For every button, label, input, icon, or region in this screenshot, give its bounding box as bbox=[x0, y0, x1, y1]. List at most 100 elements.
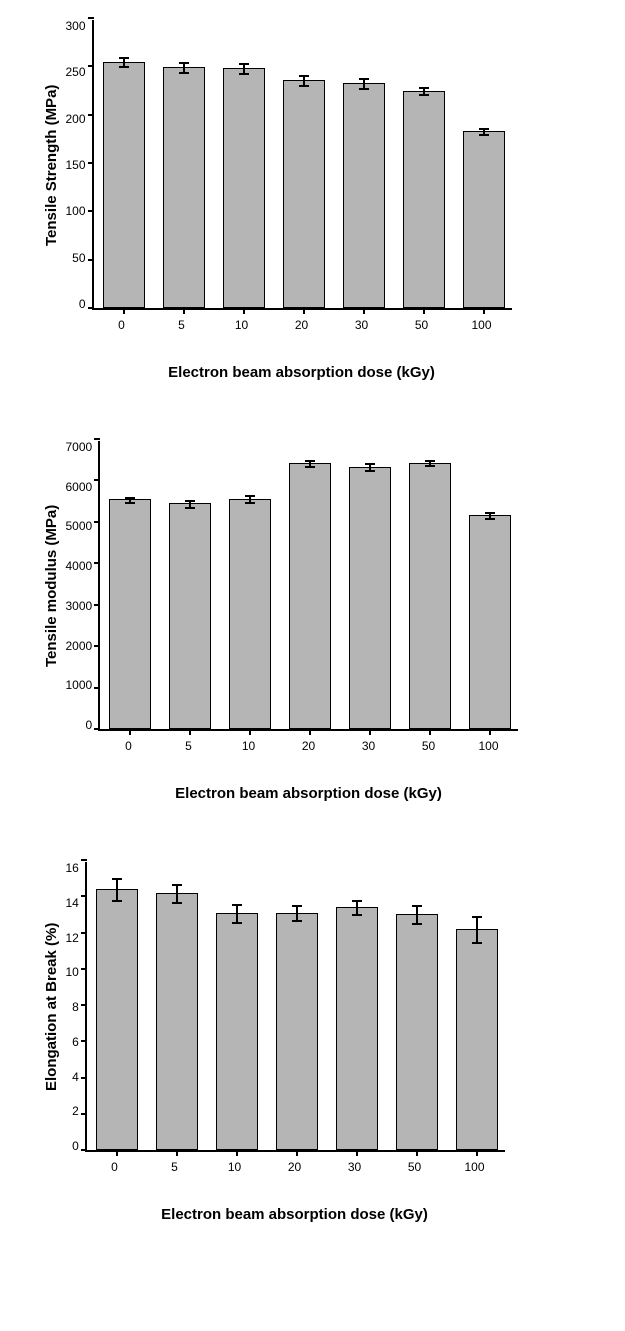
y-tick-mark bbox=[94, 687, 100, 689]
y-tick-label: 250 bbox=[66, 66, 86, 78]
bar bbox=[96, 889, 138, 1150]
error-bar bbox=[303, 76, 305, 86]
y-tick-label: 100 bbox=[66, 205, 86, 217]
y-tick-mark bbox=[81, 932, 87, 934]
x-axis-title: Electron beam absorption dose (kGy) bbox=[99, 785, 519, 802]
x-ticks-wrap: 0510203050100 bbox=[99, 731, 519, 751]
error-bar bbox=[249, 496, 251, 503]
tensile-strength-chart: Tensile Strength (MPa)300250200150100500… bbox=[43, 20, 583, 381]
y-tick-label: 4000 bbox=[66, 560, 93, 572]
plot-area bbox=[98, 441, 518, 731]
x-tick-label: 10 bbox=[228, 1160, 241, 1174]
y-tick-mark bbox=[88, 162, 94, 164]
bar bbox=[343, 83, 385, 308]
error-bar bbox=[129, 498, 131, 503]
y-tick-label: 200 bbox=[66, 113, 86, 125]
x-tick-labels: 0510203050100 bbox=[92, 310, 512, 330]
error-bar bbox=[369, 464, 371, 471]
y-tick-mark bbox=[94, 479, 100, 481]
x-tick-label: 0 bbox=[118, 318, 125, 332]
error-bar bbox=[123, 58, 125, 68]
y-tick-label: 16 bbox=[66, 862, 79, 874]
error-bar bbox=[363, 79, 365, 89]
tensile-modulus-chart: Tensile modulus (MPa)7000600050004000300… bbox=[43, 441, 583, 802]
y-axis-title: Tensile Strength (MPa) bbox=[43, 20, 60, 310]
y-tick-mark bbox=[94, 438, 100, 440]
y-tick-label: 6 bbox=[72, 1036, 79, 1048]
y-tick-mark bbox=[94, 521, 100, 523]
x-tick-label: 100 bbox=[471, 318, 491, 332]
y-tick-label: 2 bbox=[72, 1105, 79, 1117]
bar bbox=[349, 467, 391, 729]
bar bbox=[463, 131, 505, 308]
y-tick-mark bbox=[81, 1040, 87, 1042]
x-tick-labels: 0510203050100 bbox=[85, 1152, 505, 1172]
y-tick-label: 300 bbox=[66, 20, 86, 32]
x-ticks-wrap: 0510203050100 bbox=[85, 1152, 505, 1172]
bar bbox=[396, 914, 438, 1150]
x-tick-label: 50 bbox=[408, 1160, 421, 1174]
y-tick-label: 2000 bbox=[66, 640, 93, 652]
y-tick-mark bbox=[81, 1004, 87, 1006]
y-tick-mark bbox=[88, 259, 94, 261]
y-tick-label: 4 bbox=[72, 1071, 79, 1083]
y-tick-mark bbox=[88, 17, 94, 19]
error-bar bbox=[116, 879, 118, 901]
x-tick-label: 20 bbox=[302, 739, 315, 753]
y-tick-label: 12 bbox=[66, 932, 79, 944]
error-bar bbox=[176, 885, 178, 903]
x-tick-labels: 0510203050100 bbox=[99, 731, 519, 751]
y-tick-label: 0 bbox=[79, 298, 86, 310]
y-tick-label: 5000 bbox=[66, 520, 93, 532]
x-tick-label: 100 bbox=[478, 739, 498, 753]
x-tick-label: 5 bbox=[171, 1160, 178, 1174]
x-ticks-wrap: 0510203050100 bbox=[92, 310, 512, 330]
error-bar bbox=[416, 906, 418, 924]
bar bbox=[336, 907, 378, 1150]
bar bbox=[283, 80, 325, 308]
y-tick-mark bbox=[88, 114, 94, 116]
plot-row: Tensile Strength (MPa)300250200150100500 bbox=[43, 20, 583, 310]
bar bbox=[216, 913, 258, 1150]
y-tick-label: 0 bbox=[86, 719, 93, 731]
error-bar bbox=[483, 129, 485, 135]
figure-container: Tensile Strength (MPa)300250200150100500… bbox=[0, 0, 625, 1263]
x-tick-label: 5 bbox=[185, 739, 192, 753]
bar bbox=[469, 515, 511, 729]
y-tick-mark bbox=[94, 604, 100, 606]
error-bar bbox=[489, 513, 491, 519]
error-bar bbox=[429, 461, 431, 466]
error-bar bbox=[296, 906, 298, 921]
y-tick-mark bbox=[88, 65, 94, 67]
y-tick-label: 150 bbox=[66, 159, 86, 171]
x-axis-title: Electron beam absorption dose (kGy) bbox=[92, 364, 512, 381]
plot-row: Tensile modulus (MPa)7000600050004000300… bbox=[43, 441, 583, 731]
error-bar bbox=[183, 63, 185, 73]
x-tick-label: 0 bbox=[111, 1160, 118, 1174]
y-tick-mark bbox=[81, 895, 87, 897]
y-tick-mark bbox=[81, 1113, 87, 1115]
error-bar bbox=[243, 64, 245, 74]
y-tick-label: 10 bbox=[66, 966, 79, 978]
bar bbox=[223, 68, 265, 308]
y-tick-label: 3000 bbox=[66, 600, 93, 612]
bar bbox=[276, 913, 318, 1150]
x-tick-label: 5 bbox=[178, 318, 185, 332]
y-tick-labels: 300250200150100500 bbox=[66, 20, 92, 310]
y-tick-labels: 1614121086420 bbox=[66, 862, 85, 1152]
plot-row: Elongation at Break (%)1614121086420 bbox=[43, 862, 583, 1152]
bar bbox=[403, 91, 445, 309]
y-tick-label: 6000 bbox=[66, 481, 93, 493]
bar bbox=[229, 499, 271, 729]
y-tick-mark bbox=[94, 645, 100, 647]
x-tick-label: 0 bbox=[125, 739, 132, 753]
x-tick-label: 10 bbox=[242, 739, 255, 753]
x-tick-label: 30 bbox=[348, 1160, 361, 1174]
bar bbox=[169, 503, 211, 729]
y-tick-mark bbox=[88, 307, 94, 309]
y-tick-label: 14 bbox=[66, 897, 79, 909]
x-tick-label: 30 bbox=[355, 318, 368, 332]
y-tick-mark bbox=[81, 968, 87, 970]
x-tick-label: 50 bbox=[422, 739, 435, 753]
y-tick-label: 0 bbox=[72, 1140, 79, 1152]
